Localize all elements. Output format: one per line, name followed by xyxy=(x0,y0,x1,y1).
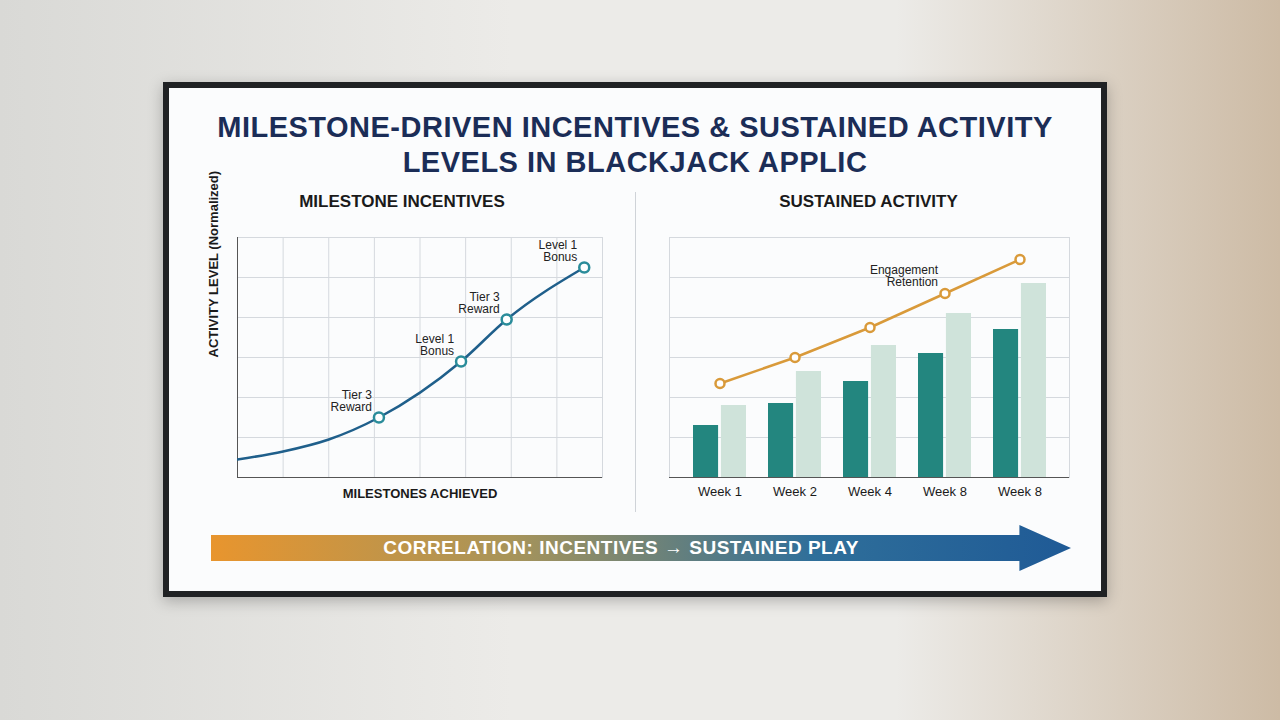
svg-text:ACTIVITY LEVEL (Normalized): ACTIVITY LEVEL (Normalized) xyxy=(206,171,221,358)
html-text:SUSTAINED ACTIVITY: SUSTAINED ACTIVITY xyxy=(779,192,958,211)
svg-text:Week 2: Week 2 xyxy=(773,484,817,499)
svg-text:Week 8: Week 8 xyxy=(998,484,1042,499)
svg-text:Week 8: Week 8 xyxy=(923,484,967,499)
html-text:MILESTONE INCENTIVES: MILESTONE INCENTIVES xyxy=(299,192,505,211)
svg-text:Tier 3Reward: Tier 3Reward xyxy=(331,388,373,414)
svg-text:EngagementRetention: EngagementRetention xyxy=(869,263,938,289)
svg-text:Week 1: Week 1 xyxy=(698,484,742,499)
svg-text:Level 1Bonus: Level 1Bonus xyxy=(539,238,578,264)
html-text:CORRELATION: INCENTIVES → SUST: CORRELATION: INCENTIVES → SUSTAINED PLAY xyxy=(383,537,859,558)
html-text:MILESTONE-DRIVEN INCENTIVES &: MILESTONE-DRIVEN INCENTIVES & SUSTAINED … xyxy=(217,111,1053,178)
svg-text:Week 4: Week 4 xyxy=(848,484,892,499)
svg-text:Tier 3Reward: Tier 3Reward xyxy=(458,290,500,316)
svg-text:Level 1Bonus: Level 1Bonus xyxy=(415,332,454,358)
svg-text:MILESTONES ACHIEVED: MILESTONES ACHIEVED xyxy=(343,486,498,501)
